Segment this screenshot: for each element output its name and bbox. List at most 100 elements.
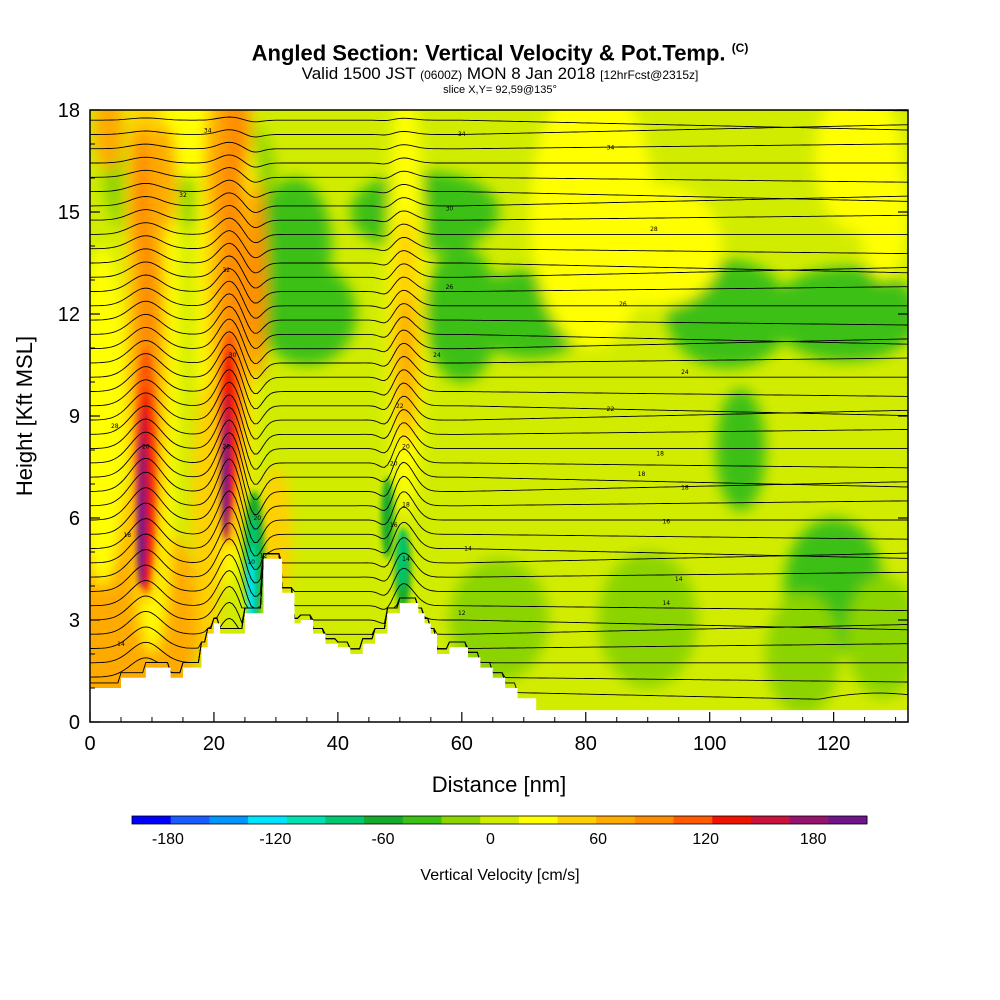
colorbar-swatch xyxy=(170,816,210,824)
velocity-region xyxy=(257,178,332,314)
theta-contour xyxy=(90,124,908,138)
colorbar-swatch xyxy=(325,816,365,824)
theta-contour xyxy=(90,474,908,543)
title-units: (C) xyxy=(731,41,749,55)
colorbar-swatch xyxy=(712,816,752,824)
x-tick-label: 60 xyxy=(451,733,473,755)
colorbar: -180 -120 -60 0 60 120 180 xyxy=(131,815,868,848)
colorbar-swatch xyxy=(364,816,404,824)
contour-label: 22 xyxy=(607,406,615,413)
contour-label: 26 xyxy=(142,444,150,451)
plot-area: 34 34 34 32 30 28 32 26 26 30 24 24 22 22 28 26 28 20 18 20… xyxy=(90,110,908,722)
contour-label: 28 xyxy=(222,444,230,451)
velocity-region xyxy=(771,266,908,362)
velocity-region xyxy=(246,558,253,627)
theta-contour xyxy=(90,141,908,153)
theta-contour xyxy=(90,192,908,213)
colorbar-tick-label: 180 xyxy=(800,831,827,848)
velocity-region xyxy=(247,178,267,382)
velocity-region xyxy=(137,490,144,586)
colorbar-tick-label: 60 xyxy=(589,831,607,848)
colorbar-swatch xyxy=(132,816,172,824)
y-axis-label: Height [Kft MSL] xyxy=(12,336,37,496)
colorbar-swatch xyxy=(518,816,558,824)
x-tick-label: 80 xyxy=(575,733,597,755)
x-axis: 0 20 40 60 80 100 120 xyxy=(84,712,897,755)
contour-label: 28 xyxy=(650,226,658,233)
contour-label: 34 xyxy=(607,144,615,151)
contour-label: 20 xyxy=(253,515,261,522)
subtitle-zulu: (0600Z) xyxy=(420,68,463,83)
colorbar-tick-label: -180 xyxy=(152,831,184,848)
theta-contour xyxy=(90,490,908,557)
theta-contour xyxy=(90,343,908,395)
y-tick-label: 15 xyxy=(58,202,80,224)
colorbar-swatch xyxy=(480,816,520,824)
theta-contour xyxy=(90,179,908,202)
contour-label: 24 xyxy=(681,369,689,376)
theta-contour xyxy=(90,230,908,259)
contour-label: 26 xyxy=(619,301,627,308)
contour-label: 12 xyxy=(458,610,466,617)
theta-contour xyxy=(90,242,908,274)
contour-label: 18 xyxy=(402,501,410,508)
x-axis-label: Distance [nm] xyxy=(432,772,567,797)
theta-contour xyxy=(90,331,908,379)
contour-label: 18 xyxy=(656,450,664,457)
theta-contour xyxy=(90,381,908,440)
theta-contour xyxy=(90,553,908,609)
velocity-region xyxy=(90,246,128,586)
x-tick-label: 40 xyxy=(327,733,349,755)
theta-contour xyxy=(90,369,908,425)
theta-contour xyxy=(90,419,908,485)
velocity-field xyxy=(90,110,908,722)
theta-contour xyxy=(90,305,908,349)
contour-labels: 34 34 34 32 30 28 32 26 26 30 24 24 22 22 28 26 28 20 18 20… xyxy=(111,127,689,647)
y-tick-label: 0 xyxy=(69,712,80,734)
contour-label: 20 xyxy=(402,444,410,451)
colorbar-swatch xyxy=(750,816,791,824)
theta-contour xyxy=(90,116,908,131)
y-axis: 0 3 6 9 12 15 18 xyxy=(58,100,908,734)
contour-label: 18 xyxy=(681,484,689,491)
contour-label: 28 xyxy=(111,423,119,430)
subtitle-forecast: [12hrFcst@2315z] xyxy=(600,68,699,83)
contour-label: 32 xyxy=(222,267,230,274)
contour-label: 16 xyxy=(390,522,398,529)
velocity-region xyxy=(449,558,549,682)
theta-contour xyxy=(90,522,908,584)
chart-subtitle: Valid 1500 JST (0600Z) MON 8 Jan 2018 [1… xyxy=(301,64,699,84)
colorbar-tick-label: 120 xyxy=(692,831,719,848)
contour-label: 14 xyxy=(464,546,472,553)
colorbar-swatch xyxy=(828,816,868,824)
theta-contour xyxy=(90,553,908,664)
theta-contour xyxy=(90,167,908,183)
colorbar-swatch xyxy=(402,816,442,824)
colorbar-swatch xyxy=(286,816,326,824)
theta-contour xyxy=(90,432,908,500)
theta-contour xyxy=(90,356,908,410)
contour-label: 10 xyxy=(247,559,255,566)
theta-contour xyxy=(90,538,908,597)
contour-label: 30 xyxy=(446,206,454,213)
contour-label: 14 xyxy=(117,641,125,648)
theta-contour xyxy=(90,553,908,631)
theta-contour xyxy=(90,394,908,455)
y-tick-label: 3 xyxy=(69,610,80,632)
contour-label: 14 xyxy=(662,600,670,607)
contour-label: 34 xyxy=(458,131,466,138)
velocity-region xyxy=(765,592,840,716)
theta-contour xyxy=(90,217,908,244)
colorbar-swatch xyxy=(634,816,675,824)
contour-label: 32 xyxy=(179,192,187,199)
theta-contour xyxy=(90,255,908,289)
contour-label: 34 xyxy=(204,127,212,134)
theta-contour xyxy=(90,280,908,319)
y-tick-label: 12 xyxy=(58,304,80,326)
x-tick-label: 0 xyxy=(84,733,95,755)
slice-label: slice X,Y= 92,59@135° xyxy=(443,84,557,97)
colorbar-swatch xyxy=(557,816,597,824)
contour-label: 16 xyxy=(662,518,670,525)
colorbar-swatch xyxy=(209,816,249,824)
